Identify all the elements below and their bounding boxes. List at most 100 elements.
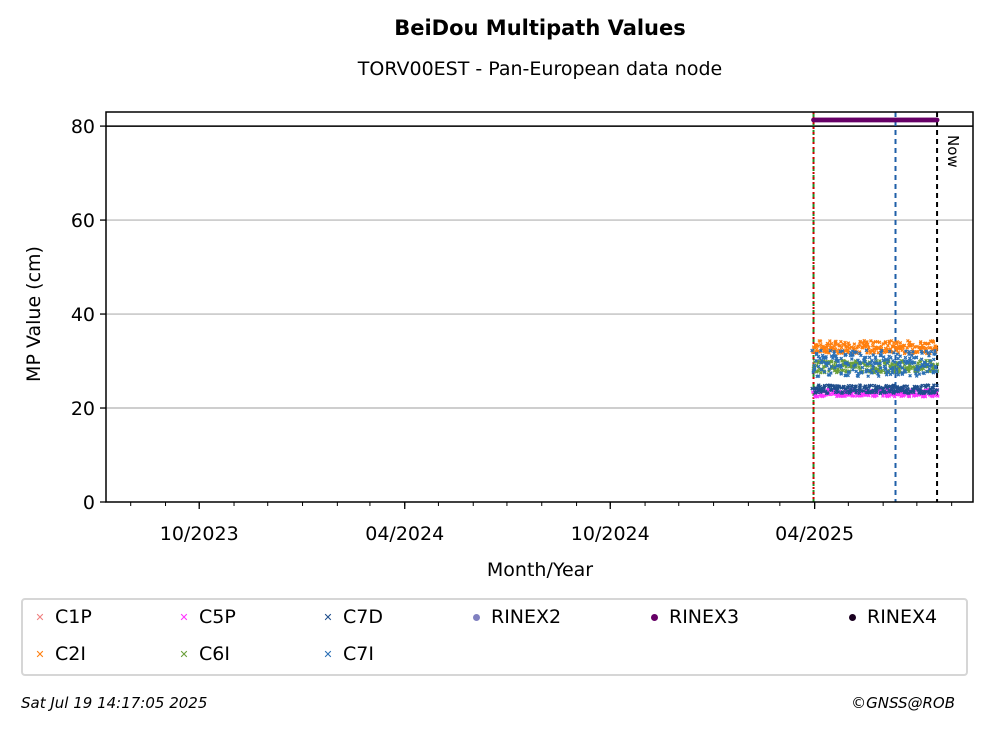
- data-point: [922, 390, 927, 395]
- data-point: [815, 388, 820, 393]
- data-point: [931, 369, 935, 374]
- data-point: [907, 352, 911, 357]
- data-point: [858, 384, 863, 388]
- data-point: [864, 348, 869, 353]
- data-point: [833, 365, 837, 370]
- data-point: [869, 383, 874, 388]
- data-point: [931, 383, 936, 388]
- x-marker-icon: ✕: [323, 647, 333, 661]
- data-point: [839, 365, 844, 370]
- data-point: [846, 341, 851, 345]
- data-point: [854, 390, 858, 395]
- data-point: [858, 361, 863, 366]
- data-point: [860, 345, 865, 350]
- data-point: [881, 358, 886, 363]
- y-tick-label: 80: [71, 116, 95, 138]
- data-point: [868, 361, 873, 366]
- data-point: [873, 355, 878, 359]
- data-point: [828, 384, 833, 389]
- data-point: [829, 360, 834, 364]
- legend-label: C7D: [343, 606, 383, 628]
- data-point: [903, 355, 908, 360]
- data-point: [922, 371, 926, 376]
- data-point: [846, 383, 851, 388]
- data-point: [919, 357, 924, 362]
- legend-label: C2I: [55, 643, 86, 665]
- data-point: [844, 387, 848, 392]
- data-point: [867, 385, 871, 389]
- data-point: [876, 350, 881, 355]
- data-point: [923, 394, 928, 399]
- data-point: [926, 383, 931, 388]
- data-point: [879, 348, 884, 353]
- y-tick-label: 0: [83, 492, 95, 514]
- data-point: [854, 350, 859, 355]
- data-point: [927, 353, 931, 358]
- data-point: [862, 338, 867, 343]
- data-point: [856, 374, 861, 379]
- y-axis-label: MP Value (cm): [23, 246, 45, 382]
- y-tick-label: 40: [71, 304, 95, 326]
- data-point: [884, 383, 889, 388]
- legend-label: C5P: [199, 606, 236, 628]
- legend-item: ✕ C7I: [317, 643, 374, 665]
- data-point: [876, 374, 881, 379]
- data-point: [829, 388, 834, 392]
- data-point: [892, 360, 897, 364]
- data-point: [816, 344, 820, 349]
- data-point: [890, 370, 895, 375]
- data-point: [907, 349, 912, 354]
- data-point: [871, 363, 876, 368]
- data-point: [894, 389, 899, 394]
- data-point: [875, 393, 879, 398]
- data-point: [810, 386, 814, 391]
- legend: ✕ C1P ✕ C5P ✕ C7D RINEX2 RINEX3 RINEX4 ✕ C2I ✕ C6I ✕ C…: [21, 598, 968, 676]
- data-point: [847, 346, 852, 351]
- data-point: [840, 349, 845, 353]
- data-point: [878, 390, 883, 394]
- data-point: [893, 345, 898, 350]
- data-point: [861, 358, 866, 363]
- data-point: [863, 355, 868, 360]
- data-point: [900, 348, 905, 353]
- data-point: [834, 348, 839, 353]
- data-point: [898, 354, 903, 359]
- data-point: [925, 362, 930, 367]
- data-point: [820, 389, 825, 394]
- axes: 0 20 40 60 80 10/2023 04/2024 10/2024 04/2025: [71, 111, 974, 545]
- data-point: [903, 369, 908, 374]
- data-point: [844, 352, 848, 357]
- series-c7d: [810, 383, 940, 396]
- data-point: [886, 369, 891, 374]
- data-point: [865, 340, 869, 344]
- data-point: [877, 340, 882, 345]
- data-point: [832, 344, 837, 349]
- data-point: [927, 389, 931, 393]
- data-point: [934, 344, 939, 349]
- data-point: [933, 352, 938, 357]
- data-point: [892, 394, 897, 399]
- y-tick-label: 20: [71, 398, 95, 420]
- chart-subtitle: TORV00EST - Pan-European data node: [357, 58, 723, 80]
- data-point: [874, 388, 879, 393]
- legend-item: ✕ C5P: [173, 606, 236, 628]
- data-point: [824, 363, 829, 368]
- data-point: [908, 390, 913, 395]
- data-point: [839, 371, 843, 375]
- copyright: ©GNSS@ROB: [851, 694, 955, 712]
- data-point: [931, 357, 936, 362]
- data-point: [825, 345, 829, 350]
- data-point: [854, 384, 858, 389]
- data-point: [928, 359, 933, 363]
- vertical-lines: [812, 112, 939, 502]
- data-point: [915, 350, 920, 355]
- data-point: [895, 352, 900, 357]
- data-point: [933, 348, 937, 353]
- data-point: [935, 383, 939, 388]
- data-point: [884, 357, 889, 362]
- data-point: [867, 355, 872, 360]
- data-point: [914, 385, 919, 389]
- data-point: [888, 392, 893, 397]
- data-point: [870, 343, 875, 348]
- data-point: [934, 365, 938, 370]
